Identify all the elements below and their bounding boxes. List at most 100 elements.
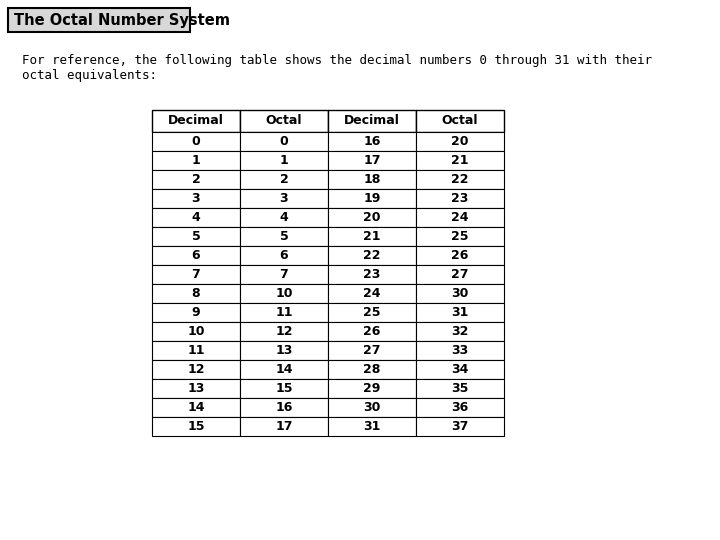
Bar <box>328 284 416 303</box>
Text: 2: 2 <box>192 173 200 186</box>
Text: 0: 0 <box>279 135 289 148</box>
Text: 37: 37 <box>451 420 469 433</box>
Bar <box>152 398 240 417</box>
Text: 15: 15 <box>275 382 293 395</box>
Text: 10: 10 <box>275 287 293 300</box>
Bar <box>152 151 240 170</box>
Bar <box>328 110 416 132</box>
Text: 36: 36 <box>451 401 469 414</box>
Text: 32: 32 <box>451 325 469 338</box>
Bar <box>416 170 504 189</box>
Bar <box>328 170 416 189</box>
Text: 31: 31 <box>364 420 381 433</box>
Text: 13: 13 <box>187 382 204 395</box>
Text: 22: 22 <box>364 249 381 262</box>
Bar <box>240 398 328 417</box>
Text: 0: 0 <box>192 135 200 148</box>
Text: 11: 11 <box>275 306 293 319</box>
Bar <box>152 322 240 341</box>
Bar <box>416 379 504 398</box>
Text: 30: 30 <box>364 401 381 414</box>
Bar <box>240 322 328 341</box>
Bar <box>152 189 240 208</box>
Bar <box>416 417 504 436</box>
Text: Decimal: Decimal <box>168 114 224 127</box>
Text: Octal: Octal <box>266 114 302 127</box>
Text: 4: 4 <box>192 211 200 224</box>
Text: 30: 30 <box>451 287 469 300</box>
Text: 15: 15 <box>187 420 204 433</box>
Bar <box>240 110 328 132</box>
Text: 17: 17 <box>275 420 293 433</box>
Bar <box>240 360 328 379</box>
Text: 26: 26 <box>364 325 381 338</box>
Text: 19: 19 <box>364 192 381 205</box>
Text: 16: 16 <box>275 401 293 414</box>
Text: 27: 27 <box>364 344 381 357</box>
Text: The Octal Number System: The Octal Number System <box>14 12 230 28</box>
Text: 14: 14 <box>275 363 293 376</box>
Text: 23: 23 <box>451 192 469 205</box>
Text: 21: 21 <box>364 230 381 243</box>
Text: 6: 6 <box>279 249 288 262</box>
Bar <box>328 132 416 151</box>
Text: 5: 5 <box>279 230 289 243</box>
Text: 3: 3 <box>279 192 288 205</box>
Text: 10: 10 <box>187 325 204 338</box>
Bar <box>416 227 504 246</box>
Bar <box>328 189 416 208</box>
Text: 14: 14 <box>187 401 204 414</box>
Bar <box>328 208 416 227</box>
Bar <box>152 341 240 360</box>
Text: 12: 12 <box>187 363 204 376</box>
Bar <box>416 322 504 341</box>
Bar <box>152 110 240 132</box>
Text: 24: 24 <box>364 287 381 300</box>
Text: 12: 12 <box>275 325 293 338</box>
Bar <box>416 110 504 132</box>
Text: 13: 13 <box>275 344 293 357</box>
Text: 7: 7 <box>279 268 289 281</box>
Text: 35: 35 <box>451 382 469 395</box>
Bar <box>328 379 416 398</box>
Bar <box>152 132 240 151</box>
Text: 27: 27 <box>451 268 469 281</box>
Text: 5: 5 <box>192 230 200 243</box>
Text: 20: 20 <box>451 135 469 148</box>
Text: 7: 7 <box>192 268 200 281</box>
Text: 18: 18 <box>364 173 381 186</box>
Text: 25: 25 <box>364 306 381 319</box>
Bar <box>152 379 240 398</box>
Bar <box>328 265 416 284</box>
Bar <box>152 417 240 436</box>
Bar <box>416 341 504 360</box>
Text: 33: 33 <box>451 344 469 357</box>
Text: 24: 24 <box>451 211 469 224</box>
Bar <box>328 341 416 360</box>
Text: 21: 21 <box>451 154 469 167</box>
Bar <box>416 189 504 208</box>
Bar <box>328 398 416 417</box>
Bar <box>240 170 328 189</box>
Bar <box>152 265 240 284</box>
Bar <box>152 284 240 303</box>
Bar <box>240 208 328 227</box>
Bar <box>240 303 328 322</box>
Bar <box>240 189 328 208</box>
Bar <box>8 8 190 32</box>
Bar <box>328 151 416 170</box>
Text: 34: 34 <box>451 363 469 376</box>
Bar <box>152 303 240 322</box>
Text: 29: 29 <box>364 382 381 395</box>
Bar <box>328 360 416 379</box>
Text: 31: 31 <box>451 306 469 319</box>
Bar <box>416 246 504 265</box>
Bar <box>416 398 504 417</box>
Bar <box>240 417 328 436</box>
Bar <box>240 341 328 360</box>
Bar <box>416 132 504 151</box>
Text: 20: 20 <box>364 211 381 224</box>
Bar <box>240 227 328 246</box>
Text: 1: 1 <box>279 154 289 167</box>
Bar <box>328 417 416 436</box>
